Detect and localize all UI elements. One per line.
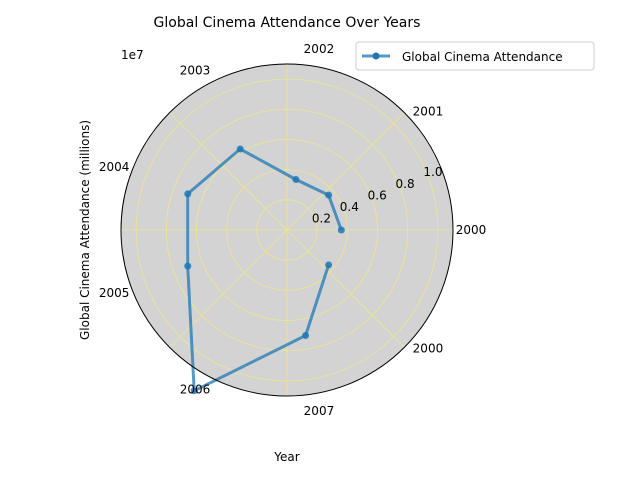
data-point-2007 [302,332,310,340]
data-point-2006 [190,387,198,395]
radial-tick-label: 0.8 [396,177,415,191]
x-axis-label: Year [273,450,299,464]
legend-box [355,41,595,71]
angle-tick-label: 2000 [413,341,444,355]
radial-tick-label: 1.0 [423,165,442,179]
angle-tick-label: 2003 [180,64,211,78]
data-point-2000 [337,226,345,234]
angle-tick-label: 2006 [180,382,211,396]
polar-axes: 2000 2001 2002 2003 2004 2005 2006 2007 2000 0.2 0… [99,42,486,418]
data-point-2000 [325,261,333,269]
grid-lines [121,64,453,396]
data-point-2003 [236,145,244,153]
data-point-2005 [184,262,192,270]
data-point-2004 [184,190,192,198]
angle-tick-label: 2005 [99,286,130,300]
data-point-2002 [292,175,300,183]
angle-tick-label: 2004 [99,160,130,174]
y-axis-label: Global Cinema Attendance (millions) [78,120,92,340]
chart-title: Global Cinema Attendance Over Years [154,15,421,31]
radial-tick-label: 0.4 [340,200,359,214]
radial-tick-label: 0.2 [312,211,331,225]
legend-label: Global Cinema Attendance [402,50,563,64]
angle-tick-label: 2007 [304,404,335,418]
angular-gridline-7 [286,229,405,348]
polar-frame [120,63,454,397]
y-offset-label: 1e7 [121,48,144,62]
radial-tick-label: 0.6 [368,188,387,202]
angle-tick-label: 2001 [413,105,444,119]
angle-tick-label: 2000 [456,223,487,237]
angle-tick-label: 2002 [304,42,335,56]
legend-marker-swatch [372,52,380,60]
angular-gridline-5 [169,229,288,348]
angular-gridline-1 [286,112,405,231]
tick-labels: 2000 2001 2002 2003 2004 2005 2006 2007 2000 0.2 0… [99,42,486,418]
series-line-group [184,145,345,395]
angular-gridline-3 [169,112,288,231]
data-point-2001 [325,191,333,199]
legend: Global Cinema Attendance [355,41,595,71]
